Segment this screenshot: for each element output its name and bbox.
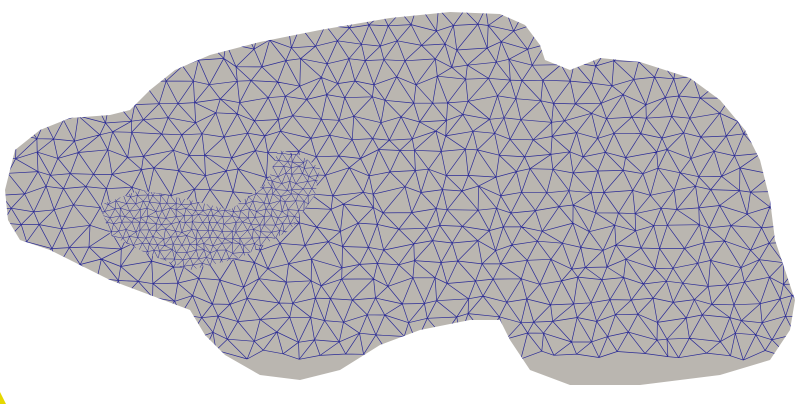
- mesh-surface: [5, 12, 795, 385]
- axes-marker: [0, 392, 6, 404]
